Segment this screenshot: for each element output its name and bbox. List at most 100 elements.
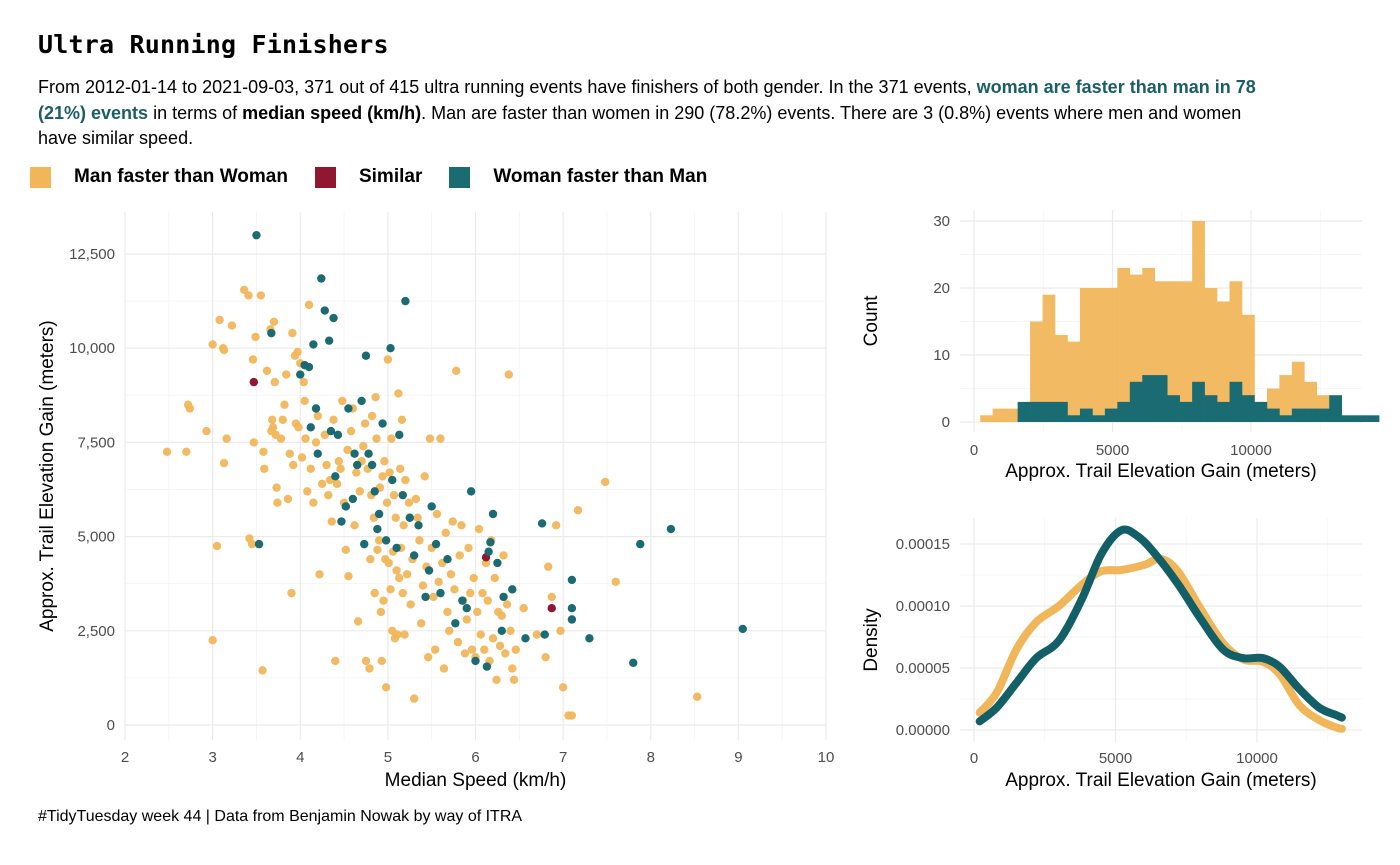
scatter-point-woman-faster xyxy=(471,656,480,666)
scatter-point-man-faster xyxy=(293,347,302,357)
scatter-point-woman-faster xyxy=(466,487,476,496)
hist-bar-man xyxy=(1117,267,1131,422)
scatter-point-man-faster xyxy=(278,415,287,424)
hist-bar-woman xyxy=(1154,375,1168,422)
scatter-point-woman-faster xyxy=(537,519,547,528)
scatter-point-man-faster xyxy=(332,479,342,489)
scatter-point-man-faster xyxy=(289,460,298,470)
chart-title: Ultra Running Finishers xyxy=(38,30,389,59)
scatter-point-woman-faster xyxy=(381,536,391,545)
y-tick-label: 2,500 xyxy=(77,623,115,640)
scatter-point-man-faster xyxy=(395,573,404,583)
scatter-point-woman-faster xyxy=(317,274,326,283)
scatter-point-man-faster xyxy=(352,468,361,477)
scatter-point-man-faster xyxy=(219,345,229,355)
scatter-point-man-faster xyxy=(360,419,370,428)
hist-bar-woman xyxy=(1341,415,1355,422)
scatter-point-man-faster xyxy=(324,490,333,500)
scatter-point-woman-faster xyxy=(370,487,379,496)
scatter-point-man-faster xyxy=(506,626,515,635)
histogram-plot: 0 5000 10000 0 10 20 30 Approx. Trail Elevation… xyxy=(861,210,1380,482)
x-tick-label: 2 xyxy=(121,749,129,766)
scatter-point-woman-faster xyxy=(431,539,441,549)
hist-bar-man xyxy=(1204,288,1218,422)
scatter-point-woman-faster xyxy=(436,588,445,598)
density-y-tick-label: 0.00015 xyxy=(896,536,950,553)
scatter-point-man-faster xyxy=(478,588,487,598)
scatter-point-woman-faster xyxy=(405,513,414,522)
scatter-point-woman-faster xyxy=(540,630,549,639)
hist-bar-woman xyxy=(1366,415,1380,422)
hist-bar-woman xyxy=(1142,375,1156,422)
scatter-point-similar xyxy=(249,377,259,387)
hist-bar-man xyxy=(992,408,1006,422)
scatter-point-woman-faster xyxy=(364,449,373,458)
scatter-point-woman-faster xyxy=(567,575,577,585)
hist-bar-man xyxy=(1179,281,1193,422)
scatter-point-woman-faster xyxy=(666,524,676,534)
scatter-point-woman-faster xyxy=(333,430,343,440)
scatter-point-man-faster xyxy=(373,545,382,554)
scatter-point-woman-faster xyxy=(388,475,397,485)
scatter-point-woman-faster xyxy=(337,517,346,526)
scatter-point-woman-faster xyxy=(313,449,322,458)
scatter-point-man-faster xyxy=(416,619,426,628)
scatter-point-man-faster xyxy=(365,664,374,673)
scatter-point-man-faster xyxy=(256,291,266,300)
scatter-point-man-faster xyxy=(244,291,253,300)
scatter-point-woman-faster xyxy=(398,490,407,500)
scatter-point-man-faster xyxy=(371,392,380,402)
scatter-point-man-faster xyxy=(466,588,475,598)
scatter-point-man-faster xyxy=(367,411,377,421)
density-y-axis-title: Density xyxy=(861,608,882,672)
scatter-point-man-faster xyxy=(429,592,438,602)
scatter-point-man-faster xyxy=(464,543,473,553)
scatter-point-woman-faster xyxy=(424,566,434,575)
hist-bar-woman xyxy=(1329,395,1343,422)
scatter-point-man-faster xyxy=(519,603,528,613)
scatter-point-man-faster xyxy=(532,630,542,639)
x-tick-label: 3 xyxy=(208,749,216,766)
scatter-point-man-faster xyxy=(202,426,211,436)
scatter-point-man-faster xyxy=(504,370,513,379)
scatter-point-man-faster xyxy=(227,321,237,330)
scatter-point-man-faster xyxy=(385,468,394,477)
hist-bar-woman xyxy=(1266,408,1280,422)
scatter-point-man-faster xyxy=(219,458,229,468)
subtitle-part3: . Man are faster than women in 290 (78.2… xyxy=(38,102,1242,149)
y-tick-label: 0 xyxy=(107,717,115,734)
scatter-point-woman-faster xyxy=(320,306,329,315)
scatter-point-man-faster xyxy=(511,645,521,654)
scatter-point-man-faster xyxy=(366,555,375,564)
scatter-point-woman-faster xyxy=(254,539,264,549)
scatter-point-man-faster xyxy=(162,447,172,457)
scatter-point-woman-faster xyxy=(357,396,366,406)
hist-bar-woman xyxy=(1241,395,1255,422)
hist-y-tick-label: 10 xyxy=(933,347,950,364)
scatter-point-woman-faster xyxy=(267,328,276,338)
legend-item-similar: Similar xyxy=(314,166,422,188)
hist-bar-woman xyxy=(1079,408,1093,422)
scatter-point-man-faster xyxy=(294,423,303,432)
scatter-point-man-faster xyxy=(381,683,391,692)
scatter-point-man-faster xyxy=(309,498,318,507)
hist-bar-man xyxy=(1217,301,1230,422)
scatter-point-man-faster xyxy=(446,570,456,579)
density-x-tick-label: 10000 xyxy=(1236,750,1278,767)
hist-bar-woman xyxy=(1104,408,1118,422)
scatter-point-man-faster xyxy=(344,571,353,581)
hist-x-axis-title: Approx. Trail Elevation Gain (meters) xyxy=(1005,461,1317,482)
scatter-point-man-faster xyxy=(430,645,440,654)
hist-bar-woman xyxy=(1017,401,1031,422)
scatter-point-woman-faster xyxy=(486,538,495,547)
hist-bar-man xyxy=(1167,281,1180,422)
subtitle-part2: in terms of xyxy=(148,102,243,123)
scatter-point-woman-faster xyxy=(304,362,314,372)
scatter-point-man-faster xyxy=(556,626,565,635)
density-x-tick-label: 5000 xyxy=(1099,750,1132,767)
hist-bar-woman xyxy=(1067,415,1081,422)
scatter-point-man-faster xyxy=(306,464,315,473)
hist-bar-woman xyxy=(1279,415,1293,422)
hist-x-tick-label: 0 xyxy=(970,442,978,459)
scatter-point-woman-faster xyxy=(508,585,517,594)
